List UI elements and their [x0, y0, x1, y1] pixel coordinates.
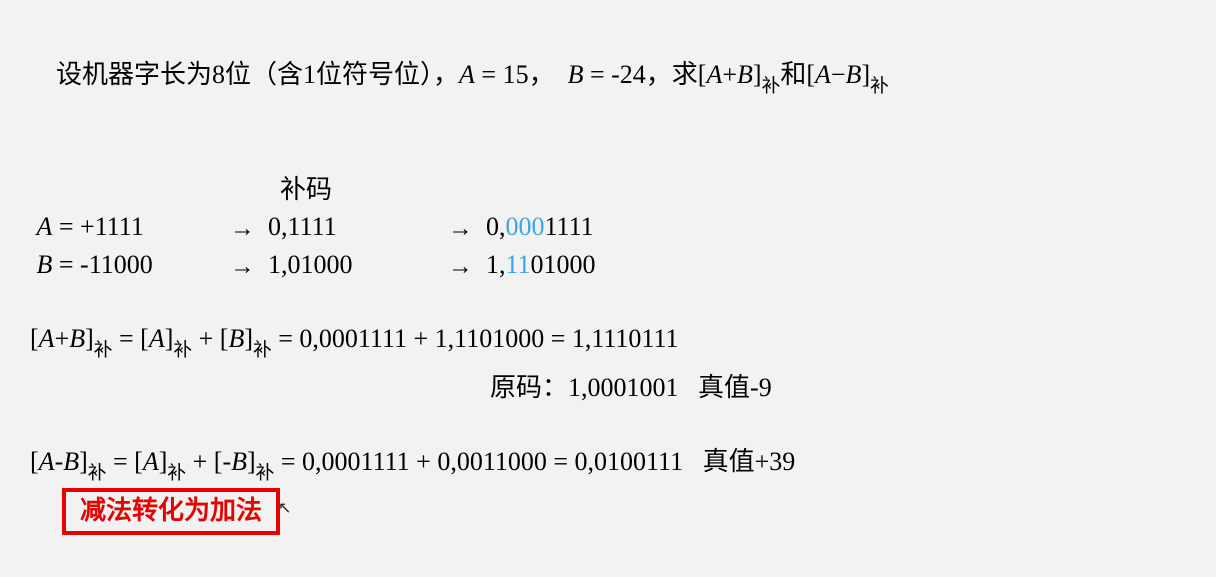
e1-t2: A: [39, 324, 55, 353]
e1-t9: + [: [192, 324, 228, 353]
B-lhs: B = -11000: [30, 246, 230, 284]
e2-true-value: +39: [755, 447, 796, 476]
ask-end: ]: [861, 60, 870, 89]
equation-A-minus-B: [A-B]补 = [A]补 + [-B]补 = 0,0001111 + 0,00…: [30, 443, 1186, 484]
origin-label: 原码：: [490, 373, 568, 402]
A-rhs-p2: 1111: [545, 212, 594, 241]
B-eq: = -24，: [583, 60, 671, 89]
sub-bu-1: 补: [762, 76, 781, 97]
ask-mid2: ]: [753, 60, 762, 89]
arrow-1: →: [230, 208, 268, 246]
e2-t10: B: [231, 447, 247, 476]
var-A2: A: [706, 60, 722, 89]
e1-t4: B: [69, 324, 85, 353]
e2-t9: + [-: [186, 447, 231, 476]
e2-true-label: 真值: [683, 447, 755, 476]
var-B2: B: [737, 60, 753, 89]
e2-sub3: 补: [256, 463, 275, 484]
A-var: A: [37, 212, 53, 241]
var-B3: B: [846, 60, 862, 89]
e1-sub1: 补: [94, 340, 113, 361]
var-A3: A: [815, 60, 831, 89]
equation-A-plus-B: [A+B]补 = [A]补 + [B]补 = 0,0001111 + 1,110…: [30, 320, 1186, 361]
B-var: B: [37, 250, 53, 279]
e1-t1: [: [30, 324, 39, 353]
e1-sub3: 补: [253, 340, 272, 361]
arrow-icon: →: [448, 211, 473, 247]
e2-t7: A: [143, 447, 159, 476]
e2-t3: -: [55, 447, 64, 476]
spacer: [30, 284, 1186, 320]
e1-t7: A: [149, 324, 165, 353]
B-rhs-p1: 1,: [486, 250, 506, 279]
ask-mid1: +: [722, 60, 737, 89]
e1-sub2: 补: [173, 340, 192, 361]
spacer: [30, 361, 1186, 369]
ask-prefix: 求[: [672, 60, 707, 89]
e2-rhs: = 0,0001111 + 0,0011000 = 0,0100111: [274, 447, 683, 476]
A-eq: = 15，: [475, 60, 568, 89]
e2-t5: ]: [79, 447, 88, 476]
arrow-icon: →: [230, 249, 255, 285]
spacer: [30, 135, 1186, 171]
var-A: A: [459, 60, 475, 89]
e2-t4: B: [63, 447, 79, 476]
arrow-icon: →: [448, 249, 473, 285]
B-mid: 1,01000: [268, 246, 448, 284]
arrow-2: →: [448, 208, 486, 246]
e1-t5: ]: [85, 324, 94, 353]
A-lhs: A = +1111: [30, 208, 230, 246]
B-rest: = -11000: [52, 250, 152, 279]
e1-t10: B: [228, 324, 244, 353]
page: 设机器字长为8位（含1位符号位），A = 15， B = -24，求[A+B]补…: [0, 0, 1216, 577]
heading-buma: 补码: [30, 171, 1186, 209]
e1-t11: ]: [244, 324, 253, 353]
redbox-row: 减法转化为加法 ↖: [30, 484, 1186, 535]
e2-t2: A: [39, 447, 55, 476]
B-rhs-hl: 11: [506, 250, 531, 279]
origin-value: 1,0001001: [568, 373, 679, 402]
arrow-4: →: [448, 246, 486, 284]
A-rest: = +1111: [52, 212, 143, 241]
ask-mid3: −: [831, 60, 846, 89]
highlight-box: 减法转化为加法: [62, 488, 280, 535]
A-rhs-hl: 000: [506, 212, 545, 241]
A-mid: 0,1111: [268, 208, 448, 246]
highlight-text: 减法转化为加法: [80, 495, 262, 525]
original-code-line: 原码：1,0001001 真值-9: [30, 369, 1186, 407]
e2-t6: = [: [107, 447, 143, 476]
ask-and: 和[: [780, 60, 815, 89]
problem-prefix: 设机器字长为8位（含1位符号位），: [56, 60, 459, 89]
e1-t3: +: [55, 324, 70, 353]
origin-true-value: -9: [750, 373, 772, 402]
origin-true-label: 真值: [679, 373, 751, 402]
problem-statement: 设机器字长为8位（含1位符号位），A = 15， B = -24，求[A+B]补…: [30, 18, 1186, 135]
row-A: A = +1111 → 0,1111 → 0,0001111: [30, 208, 1186, 246]
e2-t11: ]: [247, 447, 256, 476]
e1-rhs: = 0,0001111 + 1,1101000 = 1,1110111: [272, 324, 679, 353]
sub-bu-2: 补: [870, 76, 889, 97]
B-rhs-p2: 01000: [531, 250, 596, 279]
e2-sub2: 补: [167, 463, 186, 484]
B-rhs: 1,1101000: [486, 246, 1186, 284]
A-rhs: 0,0001111: [486, 208, 1186, 246]
e2-sub1: 补: [88, 463, 107, 484]
A-rhs-p1: 0,: [486, 212, 506, 241]
var-B: B: [568, 60, 584, 89]
cursor-icon: ↖: [278, 498, 291, 518]
arrow-icon: →: [230, 211, 255, 247]
spacer: [30, 407, 1186, 443]
row-B: B = -11000 → 1,01000 → 1,1101000: [30, 246, 1186, 284]
e1-t6: = [: [113, 324, 149, 353]
arrow-3: →: [230, 246, 268, 284]
e2-t1: [: [30, 447, 39, 476]
